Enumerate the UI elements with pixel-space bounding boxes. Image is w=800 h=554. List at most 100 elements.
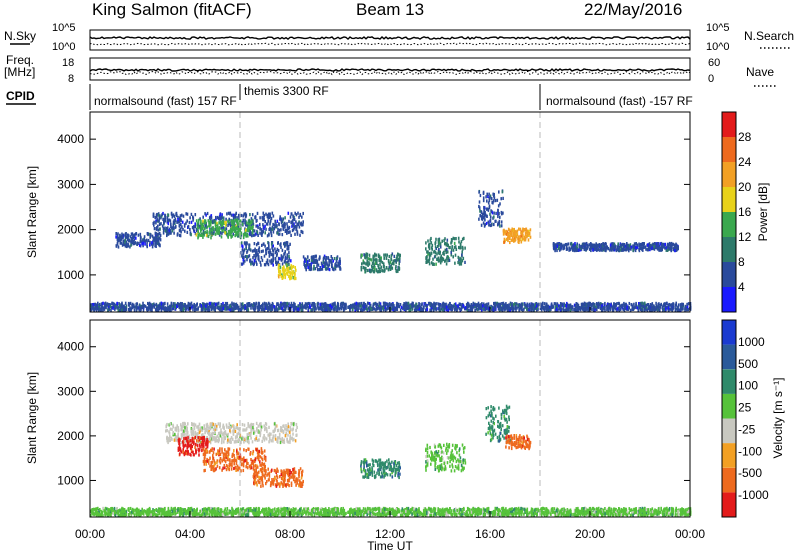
- range-cell: [457, 304, 459, 308]
- range-cell: [94, 302, 96, 306]
- range-cell: [636, 306, 639, 310]
- range-cell: [227, 219, 229, 223]
- range-cell: [114, 305, 116, 309]
- range-cell: [513, 239, 515, 243]
- range-cell: [296, 230, 299, 234]
- range-cell: [651, 246, 653, 250]
- range-cell: [485, 303, 487, 307]
- range-cell: [283, 301, 286, 305]
- range-cell: [536, 306, 538, 310]
- range-cell: [615, 245, 617, 249]
- nsearch-label: N.Search: [744, 29, 794, 43]
- range-cell: [284, 216, 286, 220]
- range-cell: [475, 307, 478, 311]
- range-cell: [507, 233, 509, 237]
- range-cell: [279, 271, 281, 275]
- range-cell: [460, 305, 463, 309]
- range-cell: [627, 243, 629, 247]
- range-cell: [492, 199, 495, 203]
- range-cell: [588, 308, 590, 312]
- range-cell: [171, 229, 174, 233]
- range-cell: [264, 231, 266, 235]
- range-cell: [423, 306, 425, 310]
- range-cell: [351, 304, 353, 309]
- range-cell: [194, 222, 196, 226]
- range-cell: [565, 308, 568, 312]
- range-cell: [379, 267, 381, 271]
- range-cell: [635, 245, 637, 250]
- range-cell: [265, 212, 267, 216]
- y-tick-label: 4000: [57, 132, 84, 146]
- range-cell: [324, 308, 326, 312]
- range-cell: [178, 223, 181, 228]
- range-cell: [234, 215, 237, 219]
- range-cell: [268, 251, 270, 255]
- colorbar-swatch: [722, 212, 736, 237]
- range-cell: [235, 232, 238, 236]
- range-cell: [116, 233, 119, 237]
- range-cell: [284, 268, 286, 272]
- range-cell: [201, 232, 204, 236]
- range-cell: [424, 302, 427, 306]
- range-cell: [592, 302, 595, 306]
- range-cell: [435, 308, 438, 312]
- range-cell: [266, 215, 269, 219]
- range-cell: [276, 231, 279, 235]
- nave-tick-top: 60: [708, 57, 720, 69]
- range-cell: [526, 235, 528, 239]
- range-cell: [185, 304, 188, 308]
- nave-tick-bottom: 0: [708, 73, 714, 85]
- range-cell: [248, 226, 250, 230]
- range-cell: [233, 426, 235, 430]
- range-cell: [229, 308, 232, 312]
- range-cell: [370, 269, 372, 273]
- range-cell: [160, 308, 163, 312]
- range-cell: [557, 242, 559, 246]
- range-cell: [651, 302, 654, 306]
- range-cell: [273, 227, 276, 231]
- range-cell: [625, 306, 627, 310]
- range-cell: [237, 431, 240, 435]
- range-cell: [373, 254, 376, 258]
- range-cell: [284, 259, 286, 263]
- range-cell: [669, 307, 672, 311]
- range-cell: [277, 428, 280, 432]
- range-cell: [668, 243, 671, 247]
- range-cell: [621, 303, 624, 307]
- range-cell: [252, 256, 254, 260]
- range-cell: [190, 233, 192, 237]
- range-cell: [601, 308, 604, 312]
- range-cell: [162, 303, 164, 307]
- range-cell: [222, 216, 225, 220]
- range-cell: [129, 245, 131, 249]
- range-cell: [583, 308, 586, 312]
- range-cell: [208, 230, 211, 234]
- range-cell: [190, 220, 193, 224]
- range-cell: [376, 261, 378, 265]
- range-cell: [414, 304, 416, 308]
- range-cell: [178, 304, 180, 308]
- range-cell: [398, 262, 400, 266]
- range-cell: [245, 228, 247, 232]
- range-cell: [574, 242, 576, 246]
- range-cell: [273, 223, 275, 227]
- range-cell: [159, 227, 161, 231]
- range-cell: [186, 432, 188, 436]
- range-cell: [155, 302, 158, 306]
- range-cell: [593, 308, 595, 312]
- range-cell: [209, 218, 212, 222]
- range-cell: [413, 308, 416, 312]
- range-cell: [299, 307, 301, 311]
- nave-label: Nave: [746, 65, 774, 79]
- range-cell: [121, 308, 123, 312]
- range-cell: [568, 247, 571, 251]
- range-cell: [581, 245, 584, 249]
- range-cell: [388, 302, 391, 306]
- range-cell: [149, 306, 151, 310]
- range-cell: [144, 242, 146, 246]
- range-cell: [119, 233, 121, 237]
- range-cell: [457, 236, 460, 240]
- range-cell: [132, 240, 134, 244]
- range-cell: [378, 304, 381, 308]
- range-cell: [170, 222, 172, 226]
